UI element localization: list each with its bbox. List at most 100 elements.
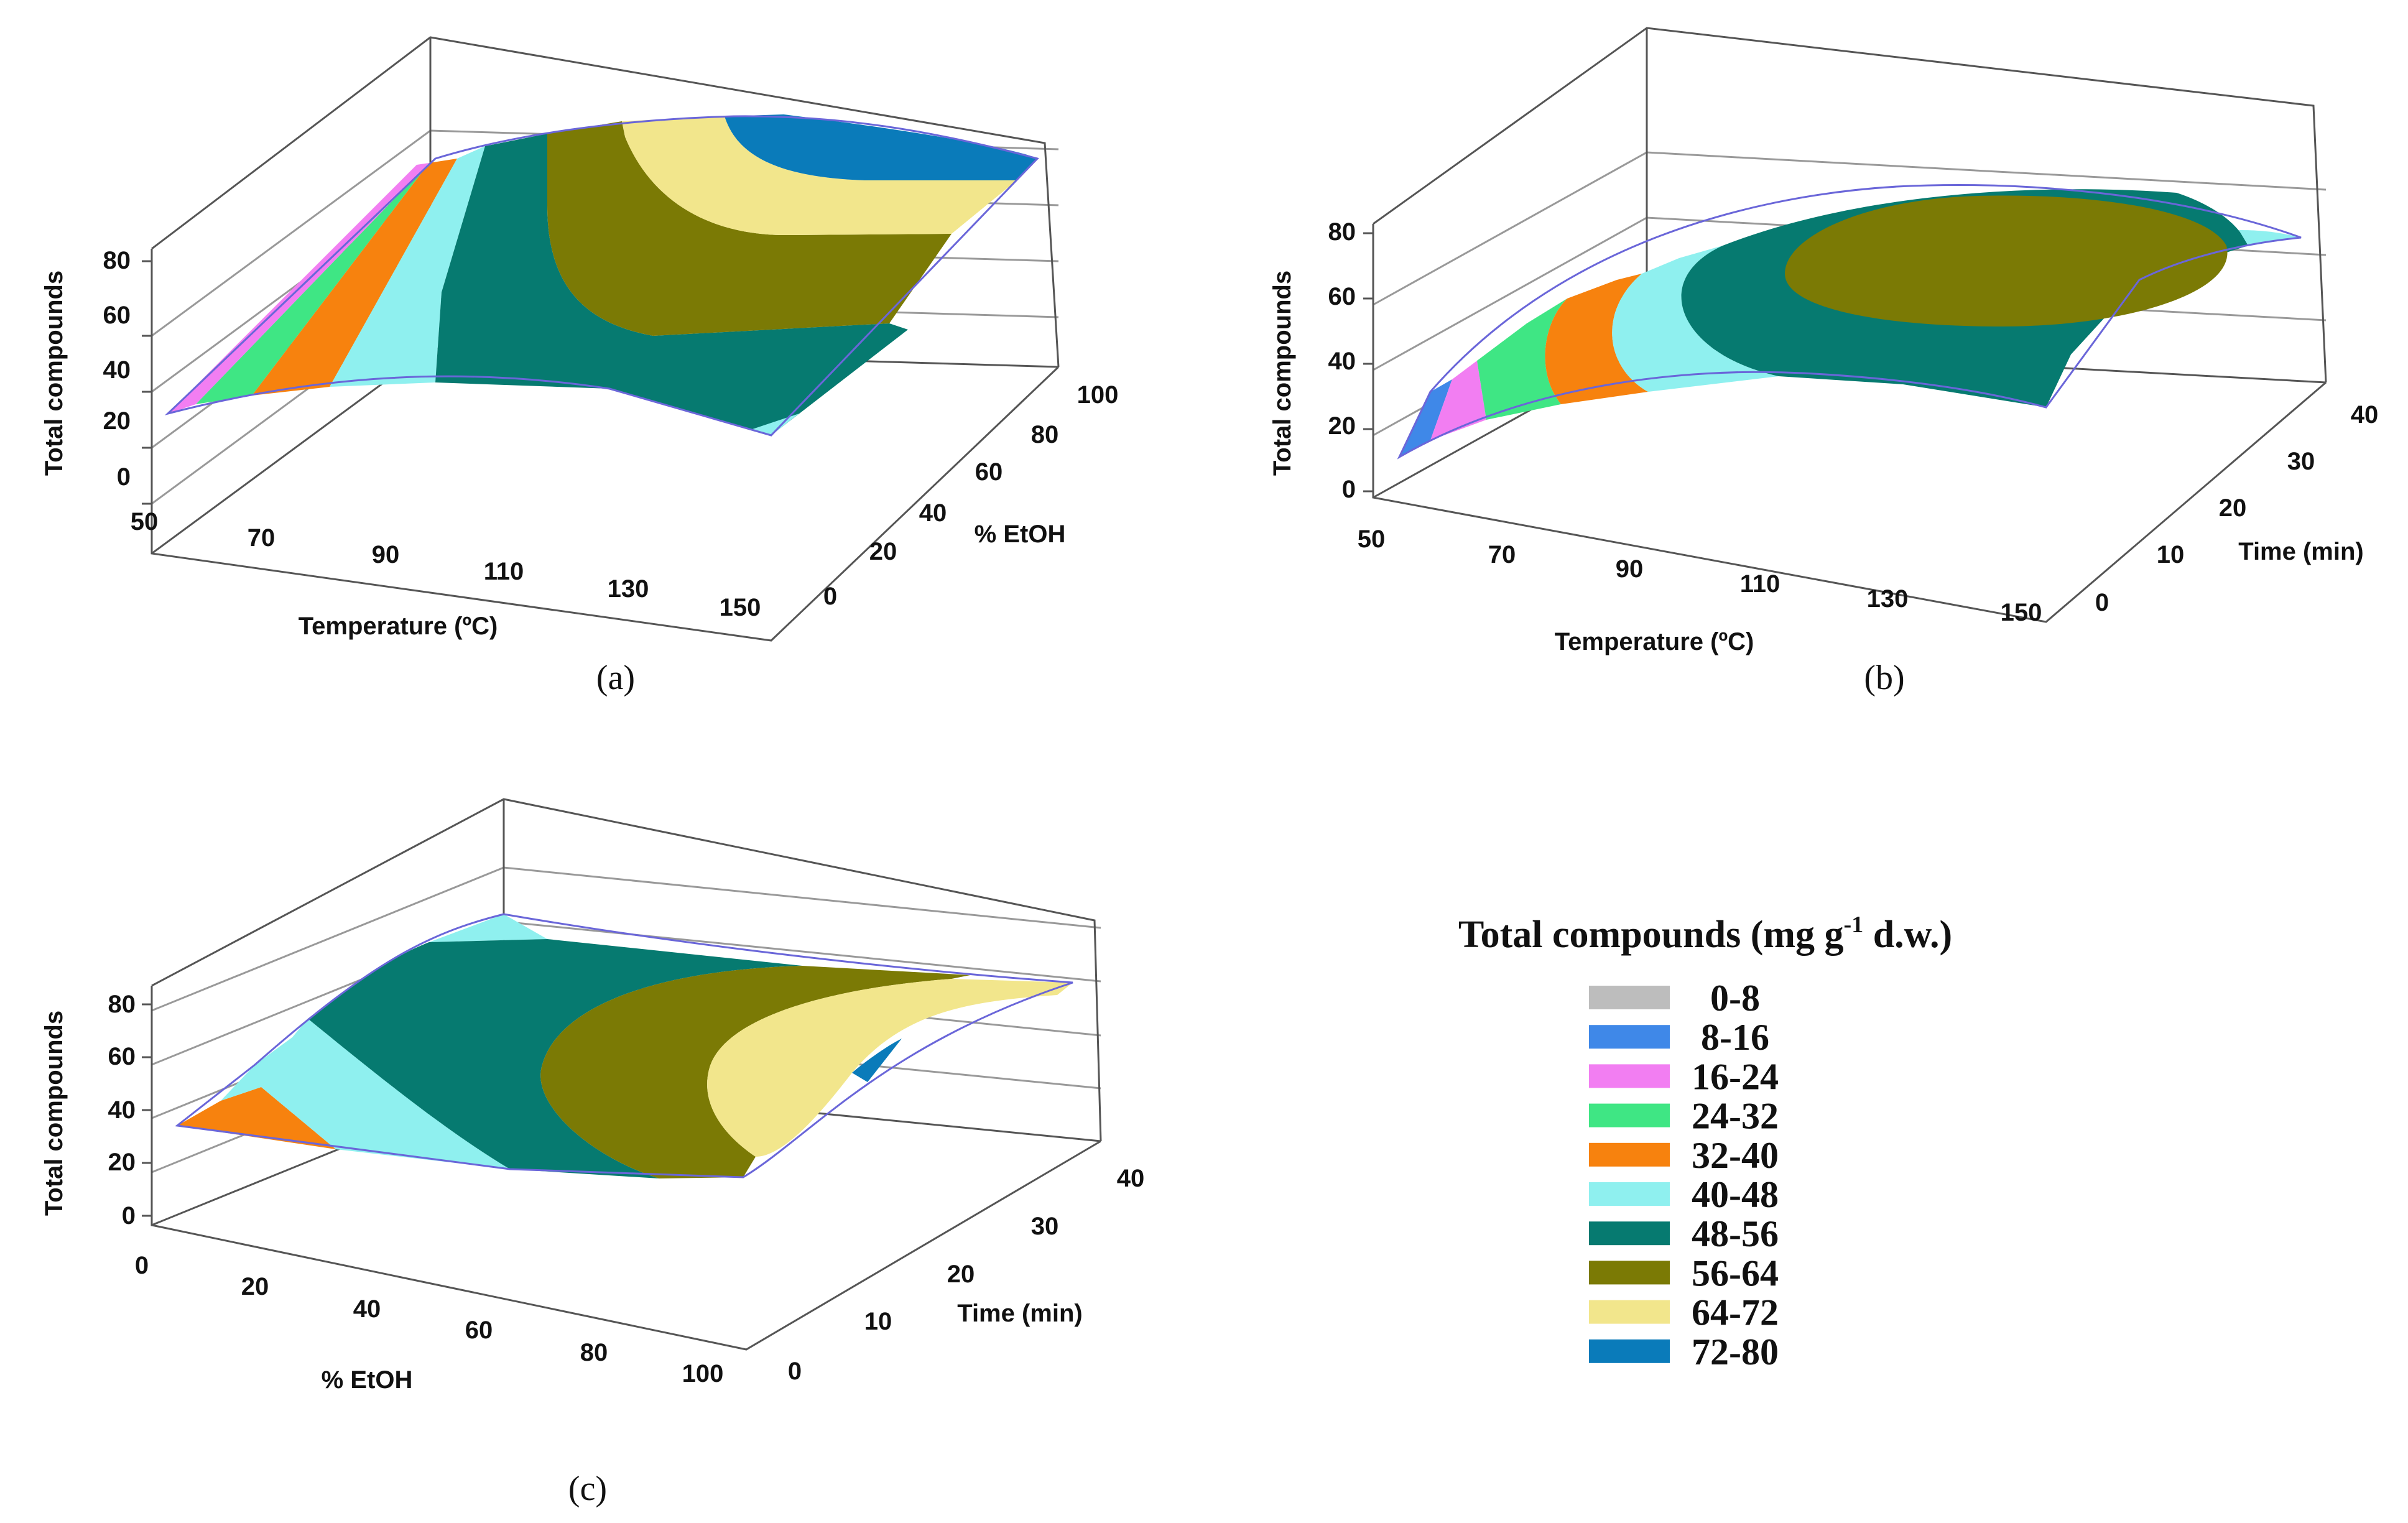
panel-c-region-48-56 — [308, 939, 802, 1178]
legend-swatch-64-72 — [1589, 1300, 1670, 1324]
panel-a-region-32-40 — [252, 159, 457, 396]
panel-b-z-tick-20: 20 — [1328, 412, 1356, 440]
panel-a-z-ticks — [142, 260, 152, 505]
panel-a-x-tick-130: 130 — [608, 575, 649, 603]
panel-b-letter: (b) — [1864, 659, 1904, 697]
legend-title-superscript: -1 — [1844, 912, 1864, 938]
panel-b-z-tick-0: 0 — [1342, 476, 1356, 503]
panel-a: 0 20 40 60 80 Total compounds 50 70 90 1… — [40, 36, 1119, 697]
panel-c-z-tick-0: 0 — [122, 1202, 136, 1229]
panel-c-y-tick-30: 30 — [1031, 1213, 1059, 1240]
panel-c-z-tick-20: 20 — [108, 1149, 136, 1176]
legend-swatch-40-48 — [1589, 1182, 1670, 1206]
panel-a-z-axis-label: Total compounds — [40, 271, 68, 476]
panel-c-z-ticks — [142, 1003, 152, 1217]
panel-a-surface-outline — [164, 115, 1039, 437]
panel-a-region-72-80 — [725, 114, 1037, 180]
legend-label-8-16: 8-16 — [1701, 1017, 1769, 1058]
legend-title-main: Total compounds (mg g — [1458, 914, 1844, 956]
panel-b-x-tick-110: 110 — [1740, 570, 1781, 598]
panel-a-z-tick-60: 60 — [103, 302, 131, 329]
legend: Total compounds (mg g-1 d.w.) 0-88-1616-… — [1458, 912, 1952, 1373]
panel-b-y-tick-10: 10 — [2157, 541, 2185, 568]
panel-a-letter: (a) — [596, 659, 635, 697]
panel-b-y-tick-0: 0 — [2095, 589, 2109, 616]
panel-b: 0 20 40 60 80 Total compounds 50 70 90 1… — [1269, 27, 2379, 697]
panel-c-y-tick-40: 40 — [1117, 1165, 1145, 1192]
panel-b-region-8-16 — [1399, 379, 1452, 457]
panel-a-region-24-32 — [196, 163, 429, 404]
panel-b-region-40-48-edge — [2239, 230, 2301, 246]
panel-b-x-tick-90: 90 — [1616, 555, 1644, 583]
legend-swatch-48-56 — [1589, 1221, 1670, 1246]
panel-a-y-axis-label: % EtOH — [975, 521, 1066, 548]
panel-a-x-tick-150: 150 — [720, 594, 761, 621]
panel-b-z-tick-60: 60 — [1328, 283, 1356, 310]
panel-c-region-64-72 — [707, 979, 1073, 1157]
panel-c-y-tick-10: 10 — [864, 1308, 892, 1335]
panel-c-x-tick-20: 20 — [241, 1273, 269, 1300]
legend-title-tail: d.w.) — [1863, 914, 1952, 956]
legend-swatch-72-80 — [1589, 1339, 1670, 1363]
panel-a-x-tick-70: 70 — [248, 524, 276, 552]
panel-c-letter: (c) — [568, 1470, 607, 1508]
panel-c-surface-outline — [175, 913, 1073, 1178]
panel-c-x-tick-60: 60 — [465, 1317, 493, 1344]
panel-c-z-axis-label: Total compounds — [40, 1011, 68, 1216]
panel-a-x-axis-label: Temperature (ºC) — [299, 613, 498, 640]
panel-c-x-axis-label: % EtOH — [322, 1366, 413, 1394]
legend-label-0-8: 0-8 — [1710, 978, 1760, 1019]
legend-label-56-64: 56-64 — [1692, 1252, 1779, 1294]
legend-label-32-40: 32-40 — [1692, 1135, 1779, 1176]
panel-b-y-axis-label: Time (min) — [2238, 538, 2364, 565]
panel-c-y-axis-label: Time (min) — [957, 1300, 1083, 1327]
legend-swatch-0-8 — [1589, 986, 1670, 1009]
panel-b-x-tick-130: 130 — [1867, 585, 1909, 613]
panel-b-region-40-48 — [1612, 246, 1779, 392]
legend-swatch-24-32 — [1589, 1103, 1670, 1127]
legend-swatch-32-40 — [1589, 1142, 1670, 1167]
panel-b-y-tick-30: 30 — [2287, 448, 2315, 475]
panel-b-y-tick-20: 20 — [2219, 494, 2247, 522]
panel-b-z-tick-80: 80 — [1328, 218, 1356, 246]
legend-label-24-32: 24-32 — [1692, 1096, 1779, 1137]
panel-b-region-16-24 — [1430, 361, 1486, 440]
panel-b-z-tick-40: 40 — [1328, 348, 1356, 375]
panel-a-x-tick-110: 110 — [484, 558, 524, 585]
panel-b-x-axis-label: Temperature (ºC) — [1555, 628, 1754, 655]
panel-b-z-ticks — [1363, 232, 1373, 493]
legend-label-16-24: 16-24 — [1692, 1056, 1779, 1097]
panel-b-x-tick-50: 50 — [1358, 525, 1386, 553]
panel-b-x-tick-70: 70 — [1488, 541, 1516, 568]
panel-b-z-axis-label: Total compounds — [1269, 271, 1296, 476]
panel-c-z-tick-80: 80 — [108, 991, 136, 1018]
panel-c-region-56-64 — [540, 966, 970, 1178]
panel-c-z-tick-40: 40 — [108, 1096, 136, 1124]
legend-label-72-80: 72-80 — [1692, 1331, 1779, 1373]
panel-c-region-72-80 — [852, 1039, 902, 1082]
panel-c-region-32-40 — [177, 1087, 336, 1149]
legend-swatch-56-64 — [1589, 1261, 1670, 1285]
panel-b-region-32-40 — [1545, 274, 1648, 404]
legend-title: Total compounds (mg g-1 d.w.) — [1458, 912, 1952, 956]
legend-swatch-16-24 — [1589, 1064, 1670, 1088]
panel-a-z-tick-80: 80 — [103, 247, 131, 274]
panel-a-y-tick-60: 60 — [975, 458, 1003, 486]
panel-a-y-tick-0: 0 — [823, 583, 837, 610]
legend-swatch-8-16 — [1589, 1025, 1670, 1049]
panel-a-y-tick-100: 100 — [1077, 381, 1119, 409]
panel-a-region-48-56 — [435, 134, 908, 435]
panel-c-x-tick-80: 80 — [580, 1339, 608, 1366]
panel-c-z-tick-60: 60 — [108, 1043, 136, 1070]
panel-b-y-tick-40: 40 — [2351, 401, 2379, 428]
panel-c-y-tick-0: 0 — [788, 1358, 802, 1385]
panel-c-y-tick-20: 20 — [947, 1261, 975, 1288]
panel-a-x-tick-50: 50 — [131, 508, 159, 535]
panel-a-region-40-48 — [330, 146, 485, 387]
legend-entries: 0-88-1616-2424-3232-4040-4848-5656-6464-… — [1589, 978, 1779, 1373]
legend-label-64-72: 64-72 — [1692, 1292, 1779, 1333]
panel-a-region-64-72 — [622, 116, 1017, 236]
panel-a-y-tick-40: 40 — [919, 499, 947, 527]
panel-a-z-tick-20: 20 — [103, 407, 131, 435]
panel-b-x-tick-150: 150 — [2001, 599, 2042, 626]
